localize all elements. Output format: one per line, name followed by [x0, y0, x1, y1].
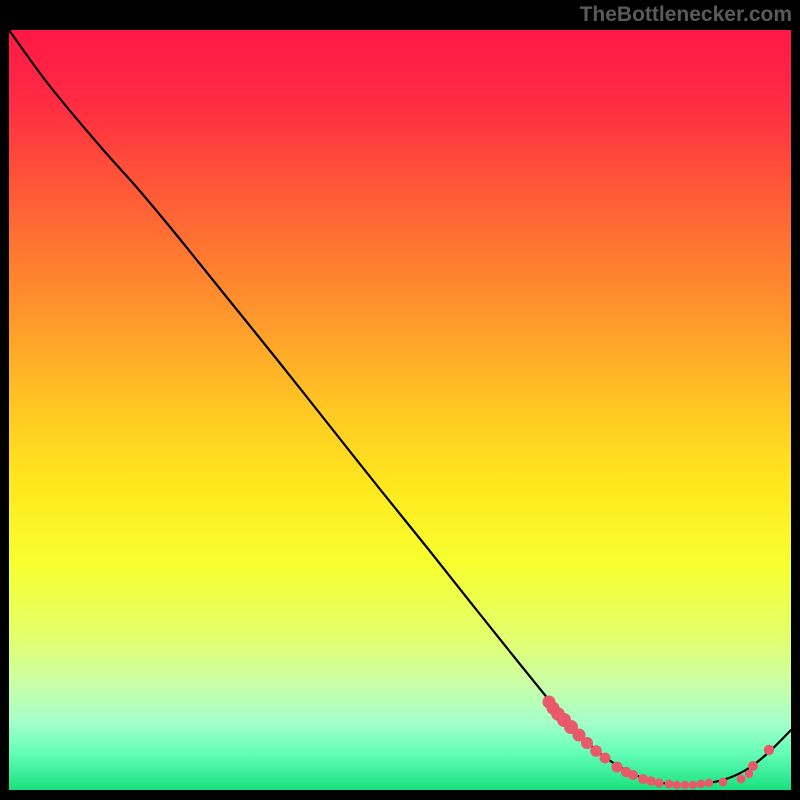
- marker-point: [719, 778, 728, 787]
- plot-area: [9, 30, 791, 790]
- marker-point: [581, 737, 593, 749]
- marker-point: [628, 770, 638, 780]
- attribution-label: TheBottlenecker.com: [580, 3, 792, 27]
- marker-point: [612, 762, 623, 773]
- marker-point: [681, 781, 689, 789]
- marker-point: [764, 745, 774, 755]
- marker-point: [697, 780, 705, 788]
- marker-point: [590, 745, 602, 757]
- marker-point: [748, 761, 758, 771]
- chart-container: TheBottlenecker.com: [0, 0, 800, 800]
- marker-point: [600, 753, 611, 764]
- marker-point: [745, 770, 753, 778]
- marker-point: [737, 775, 746, 784]
- marker-point: [646, 776, 656, 786]
- plot-svg: [9, 30, 791, 790]
- marker-point: [689, 781, 697, 789]
- chart-background: [9, 30, 791, 790]
- marker-point: [705, 779, 713, 787]
- marker-point: [665, 780, 674, 789]
- marker-point: [654, 778, 663, 787]
- marker-point: [673, 781, 681, 789]
